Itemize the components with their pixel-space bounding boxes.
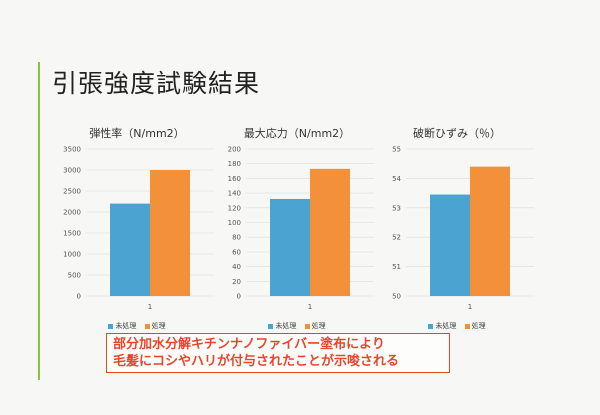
bar-treated bbox=[310, 168, 350, 296]
legend-label-untreated: 未処理 bbox=[435, 322, 457, 330]
y-tick-label: 3000 bbox=[63, 167, 81, 175]
y-tick-label: 52 bbox=[392, 234, 401, 242]
legend-treated: 処理 bbox=[464, 322, 486, 330]
y-tick-label: 20 bbox=[232, 278, 241, 286]
legend-label-untreated: 未処理 bbox=[115, 322, 137, 330]
x-tick-label: 1 bbox=[308, 303, 312, 311]
legend-label-treated: 処理 bbox=[311, 322, 326, 330]
bar-untreated bbox=[110, 203, 150, 296]
bar-untreated bbox=[430, 194, 470, 296]
x-tick-label: 1 bbox=[148, 303, 152, 311]
chart-max-stress: 最大応力（N/mm2） 0 20 40 60 80 100 120 140 160 180 200 1… bbox=[212, 125, 382, 330]
y-tick-label: 80 bbox=[232, 234, 241, 242]
y-tick-label: 2500 bbox=[63, 188, 81, 196]
conclusion-note: 部分加水分解キチンナノファイバー塗布により 毛髪にコシやハリが付与されたことが示… bbox=[106, 333, 450, 373]
x-tick-label: 1 bbox=[468, 303, 472, 311]
legend-swatch-treated bbox=[304, 323, 310, 329]
y-tick-label: 0 bbox=[237, 293, 241, 301]
legend-swatch-treated bbox=[144, 323, 150, 329]
legend-label-untreated: 未処理 bbox=[275, 322, 297, 330]
chart-plot: 0 500 1000 1500 2000 2500 3000 3500 1 bbox=[63, 146, 214, 311]
y-tick-label: 140 bbox=[228, 190, 241, 198]
bar-treated bbox=[470, 166, 510, 296]
y-tick-label: 0 bbox=[77, 293, 81, 301]
legend-swatch-untreated bbox=[108, 323, 114, 329]
slide-title: 引張強度試験結果 bbox=[52, 69, 261, 98]
accent-bar bbox=[38, 62, 40, 380]
legend-swatch-treated bbox=[464, 323, 470, 329]
y-tick-label: 500 bbox=[68, 272, 81, 280]
legend-label-treated: 処理 bbox=[471, 322, 486, 330]
legend-swatch-untreated bbox=[268, 323, 274, 329]
y-tick-label: 100 bbox=[228, 219, 241, 227]
legend: 未処理 処理 bbox=[52, 321, 222, 331]
note-line-2: 毛髪にコシやハリが付与されたことが示唆される bbox=[113, 354, 400, 369]
y-tick-label: 180 bbox=[228, 160, 241, 168]
legend-untreated: 未処理 bbox=[428, 322, 456, 330]
bar-untreated bbox=[270, 198, 310, 296]
y-tick-label: 51 bbox=[392, 263, 401, 271]
chart-breaking-strain: 破断ひずみ（％） 50 51 52 53 54 55 1 未処理 処理 bbox=[372, 125, 542, 330]
legend-treated: 処理 bbox=[304, 322, 326, 330]
y-tick-label: 40 bbox=[232, 263, 241, 271]
y-tick-label: 53 bbox=[392, 204, 401, 212]
chart-title: 弾性率（N/mm2） bbox=[89, 127, 185, 140]
bar-treated bbox=[150, 170, 190, 296]
y-tick-label: 2000 bbox=[63, 209, 81, 217]
legend: 未処理 処理 bbox=[372, 321, 542, 331]
y-tick-label: 54 bbox=[392, 175, 401, 183]
chart-title: 最大応力（N/mm2） bbox=[243, 127, 351, 140]
y-tick-label: 55 bbox=[392, 146, 401, 154]
chart-title: 破断ひずみ（％） bbox=[413, 127, 501, 140]
chart-elastic-modulus: 弾性率（N/mm2） 0 500 1000 1500 2000 2500 3000 3500 1… bbox=[52, 125, 222, 330]
y-tick-label: 1500 bbox=[63, 230, 81, 238]
legend-treated: 処理 bbox=[144, 322, 166, 330]
chart-plot: 50 51 52 53 54 55 1 bbox=[392, 146, 534, 311]
y-tick-label: 1000 bbox=[63, 251, 81, 259]
y-tick-label: 160 bbox=[228, 175, 241, 183]
legend-untreated: 未処理 bbox=[108, 322, 136, 330]
y-tick-label: 3500 bbox=[63, 146, 81, 154]
y-tick-label: 50 bbox=[392, 293, 401, 301]
legend: 未処理 処理 bbox=[212, 321, 382, 331]
y-tick-label: 200 bbox=[228, 146, 241, 154]
y-tick-label: 60 bbox=[232, 248, 241, 256]
chart-plot: 0 20 40 60 80 100 120 140 160 180 200 1 bbox=[228, 146, 374, 311]
legend-label-treated: 処理 bbox=[151, 322, 166, 330]
y-tick-label: 120 bbox=[228, 204, 241, 212]
legend-swatch-untreated bbox=[428, 323, 434, 329]
legend-untreated: 未処理 bbox=[268, 322, 296, 330]
note-line-1: 部分加水分解キチンナノファイバー塗布により bbox=[113, 337, 385, 352]
